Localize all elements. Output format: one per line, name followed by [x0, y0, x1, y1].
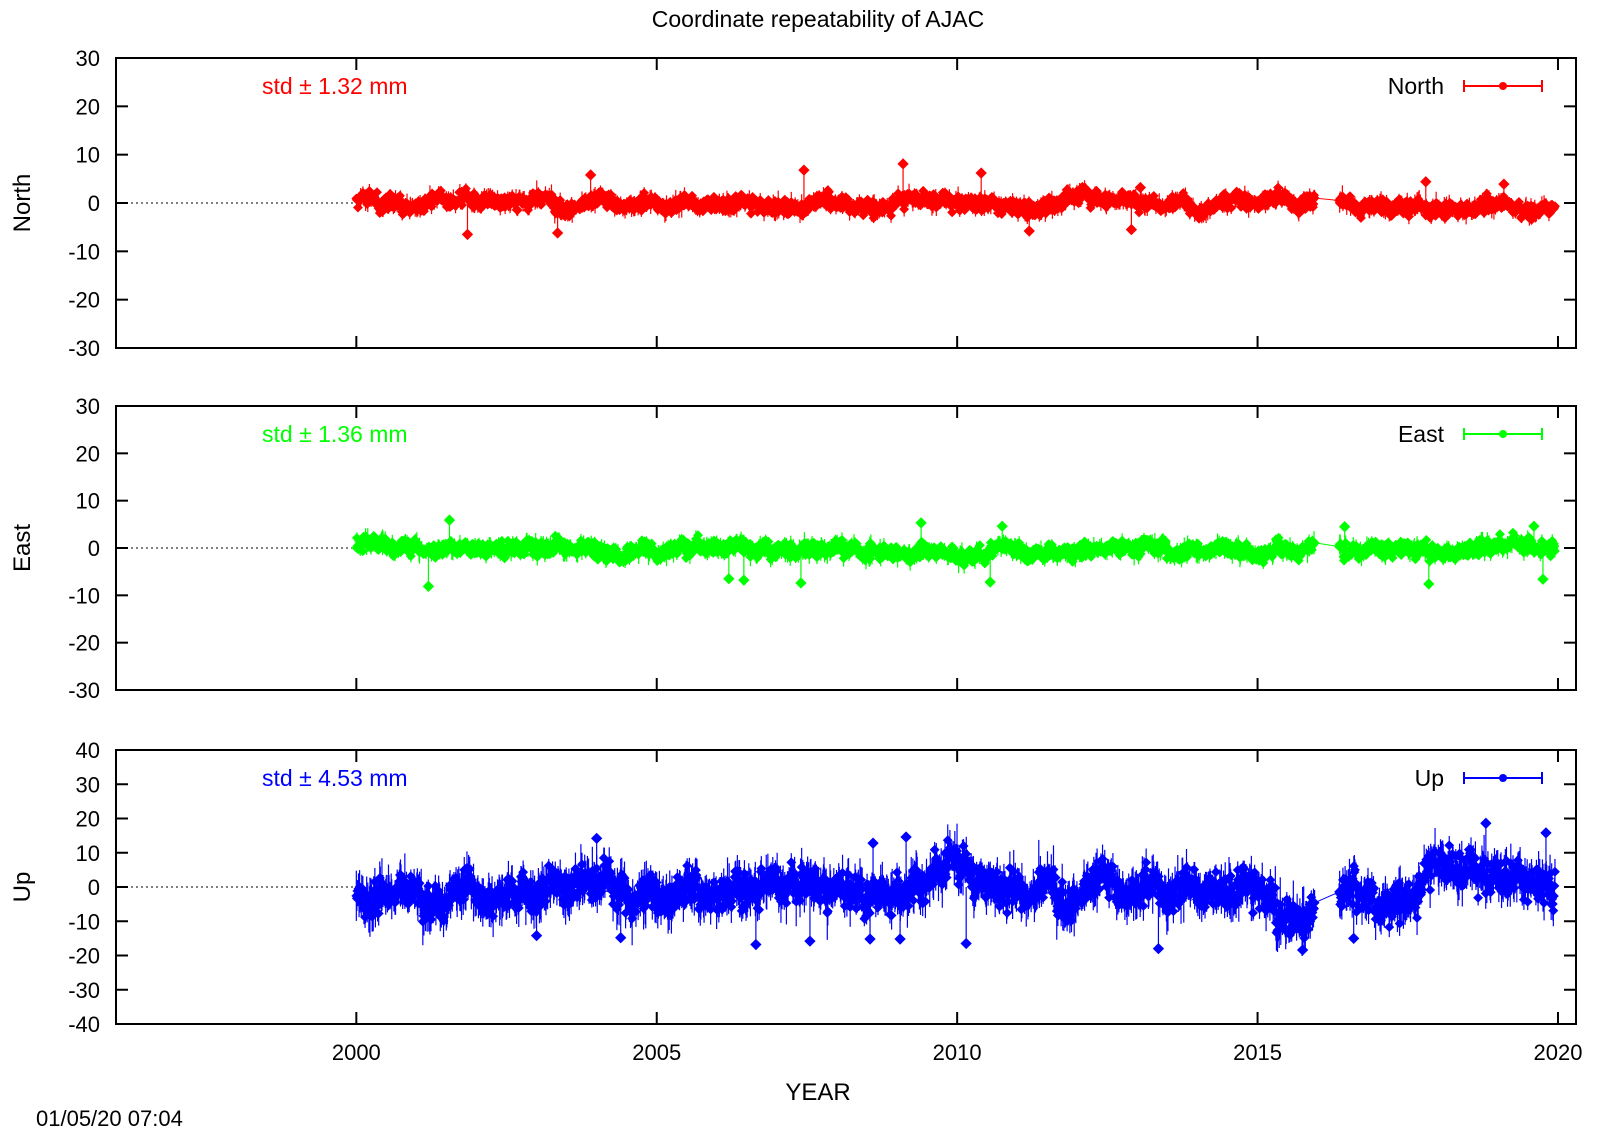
y-axis-label: East [9, 524, 36, 572]
y-tick-label: -20 [68, 631, 100, 656]
y-axis-label: North [9, 174, 36, 233]
outlier-point [1420, 176, 1431, 187]
series-east [351, 514, 1560, 592]
y-tick-label: 30 [76, 394, 100, 419]
y-tick-label: 30 [76, 46, 100, 71]
y-tick-label: -20 [68, 288, 100, 313]
y-tick-label: 20 [76, 441, 100, 466]
y-tick-label: 0 [88, 536, 100, 561]
outlier-point [552, 227, 563, 238]
y-tick-label: 20 [76, 94, 100, 119]
outlier-point [897, 158, 908, 169]
y-tick-label: -30 [68, 336, 100, 361]
y-tick-label: 10 [76, 143, 100, 168]
legend-marker [1499, 82, 1507, 90]
outlier-point [462, 229, 473, 240]
outlier-point [798, 164, 809, 175]
outlier-point [976, 167, 987, 178]
legend-label: East [1398, 421, 1445, 447]
legend-label: North [1388, 73, 1444, 99]
legend-marker [1499, 430, 1507, 438]
y-tick-label: -10 [68, 583, 100, 608]
outlier-point [1498, 178, 1509, 189]
y-tick-label: 0 [88, 191, 100, 216]
y-tick-label: -30 [68, 678, 100, 703]
outlier-point [585, 169, 596, 180]
series-north [351, 158, 1560, 240]
y-tick-label: -10 [68, 239, 100, 264]
chart-title: Coordinate repeatability of AJAC [652, 6, 984, 32]
panel-north: -30 -20 -10 0 10 20 30 North std ± 1.32 mm North [9, 46, 1576, 361]
y-tick-label: 10 [76, 489, 100, 514]
outlier-point [1024, 225, 1035, 236]
std-label: std ± 1.36 mm [262, 421, 408, 447]
std-label: std ± 1.32 mm [262, 73, 408, 99]
outlier-point [1126, 224, 1137, 235]
panel-east: -30 -20 -10 0 10 20 30 East std ± 1.36 mm East [9, 394, 1576, 703]
